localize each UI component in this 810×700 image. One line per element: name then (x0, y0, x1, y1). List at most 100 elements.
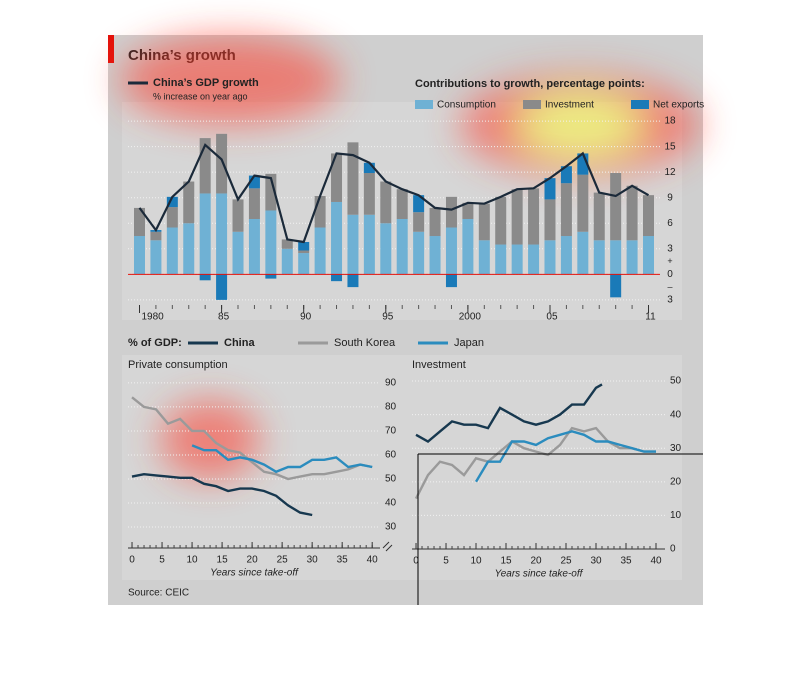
bar-segment (528, 188, 540, 245)
x-tick-label: 1980 (141, 312, 164, 323)
series-line (131, 396, 373, 481)
x-tick-label: 30 (590, 556, 602, 567)
y-tick-label: 12 (664, 167, 676, 178)
bar-segment (478, 240, 490, 275)
bar-segment (183, 223, 195, 275)
bar-segment (610, 173, 622, 241)
bar-segment (199, 274, 211, 281)
y-tick-label: 3 (667, 295, 673, 306)
bar-segment (166, 196, 178, 208)
bar-segment (610, 240, 622, 275)
bar-segment (495, 196, 507, 245)
bar-segment (429, 207, 441, 237)
x-tick-label: 85 (218, 312, 230, 323)
x-tick-label: 95 (382, 312, 394, 323)
x-tick-label: 40 (367, 555, 379, 566)
x-tick-label: 2000 (459, 312, 482, 323)
y-tick-label: 0 (670, 544, 676, 555)
axis-break (382, 541, 393, 552)
bar-segment (150, 240, 162, 275)
x-axis-label: Years since take-off (210, 568, 299, 579)
gdp-line (138, 143, 650, 244)
heatmap (120, 35, 700, 480)
y-tick-label: 18 (664, 116, 676, 127)
bar-segment (429, 236, 441, 275)
y-tick-label: 40 (385, 498, 397, 509)
y-tick-label: 50 (385, 474, 397, 485)
bar-segment (265, 210, 277, 275)
legend-swatch (523, 100, 541, 109)
bar-segment (577, 153, 589, 175)
bar-segment (331, 274, 343, 282)
bar-segment (347, 142, 359, 215)
y-tick-label: 30 (385, 522, 397, 533)
bar-segment (577, 174, 589, 232)
x-tick-label: 20 (247, 555, 259, 566)
y-tick-label: 9 (667, 192, 673, 203)
panel-title: Private consumption (128, 359, 228, 371)
bar-segment (281, 239, 293, 249)
bar-segment (133, 236, 145, 275)
bar-segment (265, 274, 277, 279)
legend-title: % of GDP: (128, 337, 182, 349)
legend-label: South Korea (334, 337, 396, 349)
y-tick-label: 3 (667, 243, 673, 254)
x-tick-label: 15 (500, 556, 512, 567)
panel-title: Investment (412, 359, 466, 371)
bar-segment (413, 195, 425, 213)
x-tick-label: 35 (337, 555, 349, 566)
legend-label: Net exports (653, 100, 704, 111)
bar-segment (183, 181, 195, 224)
bar-segment (560, 166, 572, 184)
bar-segment (166, 207, 178, 228)
bar-segment (314, 227, 326, 275)
bar-segment (298, 253, 310, 275)
x-tick-label: 11 (645, 312, 656, 323)
series-line (131, 472, 313, 517)
bar-segment (396, 189, 408, 219)
bar-segment (363, 173, 375, 215)
bar-segment (643, 195, 655, 237)
bar-segment (413, 212, 425, 232)
bar-segment (199, 193, 211, 275)
bar-segment (150, 231, 162, 241)
y-tick-label: 15 (664, 141, 676, 152)
bar-segment (281, 248, 293, 275)
legend-label: Investment (545, 100, 594, 111)
bar-segment (331, 153, 343, 202)
y-tick-label: 20 (670, 476, 682, 487)
bar-segment (544, 240, 556, 275)
x-tick-label: 0 (413, 556, 419, 567)
legend-label: Japan (454, 337, 484, 349)
bar-segment (495, 244, 507, 275)
x-tick-label: 90 (300, 312, 312, 323)
legend-label: Consumption (437, 100, 496, 111)
y-tick-label: 6 (667, 218, 673, 229)
series-line (474, 430, 656, 483)
x-tick-label: 30 (307, 555, 319, 566)
bar-segment (265, 173, 277, 211)
bar-segment (347, 214, 359, 275)
bar-segment (445, 274, 457, 288)
bar-segment (331, 201, 343, 275)
bar-segment (232, 231, 244, 275)
bar-segment (216, 133, 228, 194)
bar-segment (560, 236, 572, 275)
bar-segment (511, 244, 523, 275)
y-tick-label: 0 (667, 269, 673, 280)
bar-segment (544, 178, 556, 200)
bar-segment (216, 274, 228, 300)
source: Source: CEIC (128, 588, 189, 599)
bar-segment (363, 162, 375, 174)
x-tick-label: 25 (277, 555, 289, 566)
y-tick-label: 70 (385, 426, 397, 437)
red-tab (108, 35, 114, 63)
legend-label: China’s GDP growth (153, 77, 259, 89)
x-tick-label: 10 (187, 555, 199, 566)
bar-segment (511, 189, 523, 245)
y-tick-label: 30 (670, 443, 682, 454)
bar-segment (248, 188, 260, 219)
bar-segment (248, 175, 260, 189)
x-tick-label: 10 (470, 556, 482, 567)
x-tick-label: 5 (159, 555, 165, 566)
